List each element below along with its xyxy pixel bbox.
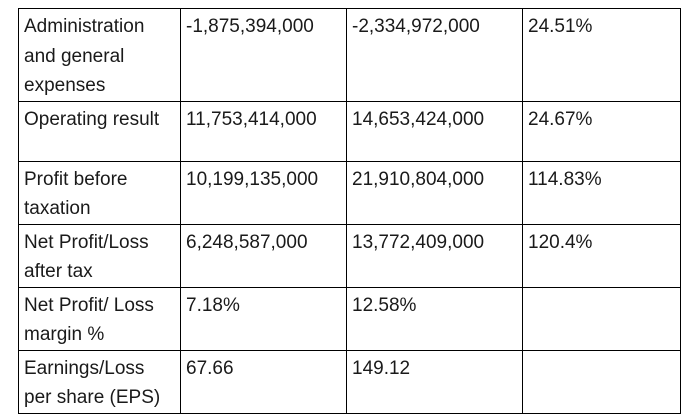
value-cell: 10,199,135,000: [180, 160, 347, 225]
change-cell: [522, 349, 681, 414]
row-label: Net Profit/ Loss margin %: [18, 286, 181, 351]
table-row: Net Profit/Loss after tax 6,248,587,000 …: [18, 223, 681, 288]
row-label: Profit before taxation: [18, 160, 181, 225]
row-label: Earnings/Loss per share (EPS): [18, 349, 181, 414]
table-row: Profit before taxation 10,199,135,000 21…: [18, 160, 681, 225]
value-cell: 7.18%: [180, 286, 347, 351]
table-row: Net Profit/ Loss margin % 7.18% 12.58%: [18, 286, 681, 351]
table-row: Administration and general expenses -1,8…: [18, 8, 681, 102]
financial-table: Administration and general expenses -1,8…: [18, 8, 681, 414]
value-cell: -1,875,394,000: [180, 8, 347, 102]
row-label: Operating result: [18, 100, 181, 162]
change-cell: [522, 286, 681, 351]
change-cell: 120.4%: [522, 223, 681, 288]
value-cell: 21,910,804,000: [346, 160, 523, 225]
value-cell: 67.66: [180, 349, 347, 414]
table-row: Earnings/Loss per share (EPS) 67.66 149.…: [18, 349, 681, 414]
value-cell: -2,334,972,000: [346, 8, 523, 102]
change-cell: 24.51%: [522, 8, 681, 102]
value-cell: 12.58%: [346, 286, 523, 351]
change-cell: 114.83%: [522, 160, 681, 225]
value-cell: 11,753,414,000: [180, 100, 347, 162]
change-cell: 24.67%: [522, 100, 681, 162]
value-cell: 14,653,424,000: [346, 100, 523, 162]
value-cell: 6,248,587,000: [180, 223, 347, 288]
row-label: Administration and general expenses: [18, 8, 181, 102]
value-cell: 149.12: [346, 349, 523, 414]
row-label: Net Profit/Loss after tax: [18, 223, 181, 288]
value-cell: 13,772,409,000: [346, 223, 523, 288]
table-row: Operating result 11,753,414,000 14,653,4…: [18, 100, 681, 162]
